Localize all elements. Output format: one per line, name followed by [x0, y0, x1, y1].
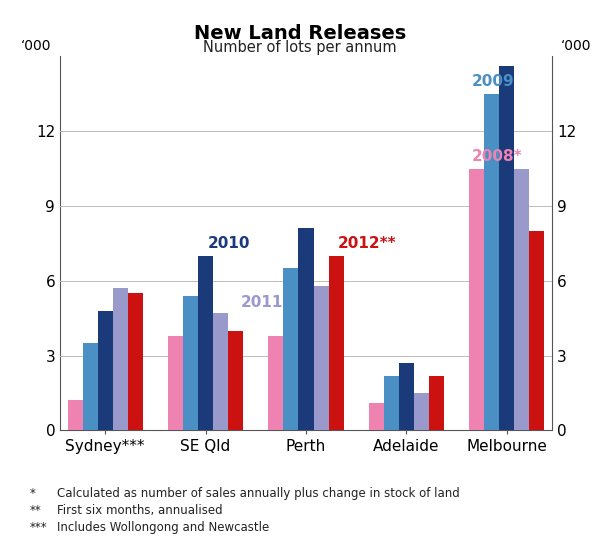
- Bar: [68, 400, 83, 430]
- Bar: [529, 231, 544, 430]
- Text: **: **: [30, 504, 42, 517]
- Bar: [484, 94, 499, 430]
- Text: First six months, annualised: First six months, annualised: [57, 504, 223, 517]
- Bar: [298, 229, 314, 430]
- Text: *: *: [30, 487, 36, 500]
- Text: New Land Releases: New Land Releases: [194, 24, 406, 43]
- Bar: [113, 288, 128, 430]
- Bar: [228, 331, 243, 430]
- Bar: [329, 256, 344, 430]
- Bar: [399, 363, 414, 430]
- Bar: [499, 67, 514, 430]
- Text: 2010: 2010: [208, 236, 250, 251]
- Text: 2011: 2011: [241, 294, 283, 309]
- Text: ‘000: ‘000: [20, 39, 51, 53]
- Bar: [314, 286, 329, 430]
- Bar: [429, 376, 444, 430]
- Text: ***: ***: [30, 521, 47, 534]
- Bar: [198, 256, 213, 430]
- Bar: [384, 376, 399, 430]
- Bar: [268, 336, 283, 430]
- Text: Calculated as number of sales annually plus change in stock of land: Calculated as number of sales annually p…: [57, 487, 460, 500]
- Text: 2009: 2009: [472, 74, 514, 89]
- Bar: [469, 169, 484, 430]
- Text: 2008*: 2008*: [472, 148, 522, 164]
- Bar: [128, 293, 143, 430]
- Bar: [183, 296, 198, 430]
- Bar: [213, 313, 228, 430]
- Bar: [98, 311, 113, 430]
- Text: Includes Wollongong and Newcastle: Includes Wollongong and Newcastle: [57, 521, 269, 534]
- Bar: [168, 336, 183, 430]
- Bar: [514, 169, 529, 430]
- Text: ‘000: ‘000: [561, 39, 592, 53]
- Bar: [83, 343, 98, 430]
- Bar: [283, 268, 298, 430]
- Text: 2012**: 2012**: [338, 236, 397, 251]
- Bar: [414, 393, 429, 430]
- Bar: [369, 403, 384, 430]
- Text: Number of lots per annum: Number of lots per annum: [203, 40, 397, 55]
